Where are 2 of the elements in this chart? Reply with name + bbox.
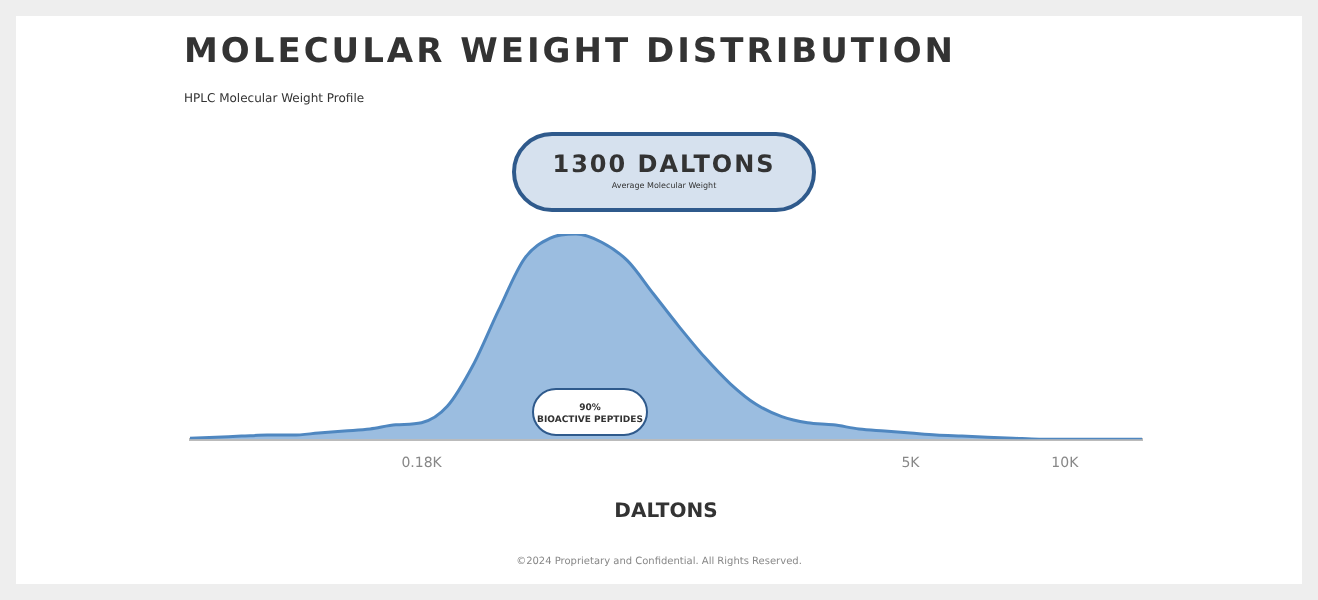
- x-axis-title: DALTONS: [614, 501, 718, 524]
- chart-title: MOLECULAR WEIGHT DISTRIBUTION: [184, 32, 957, 72]
